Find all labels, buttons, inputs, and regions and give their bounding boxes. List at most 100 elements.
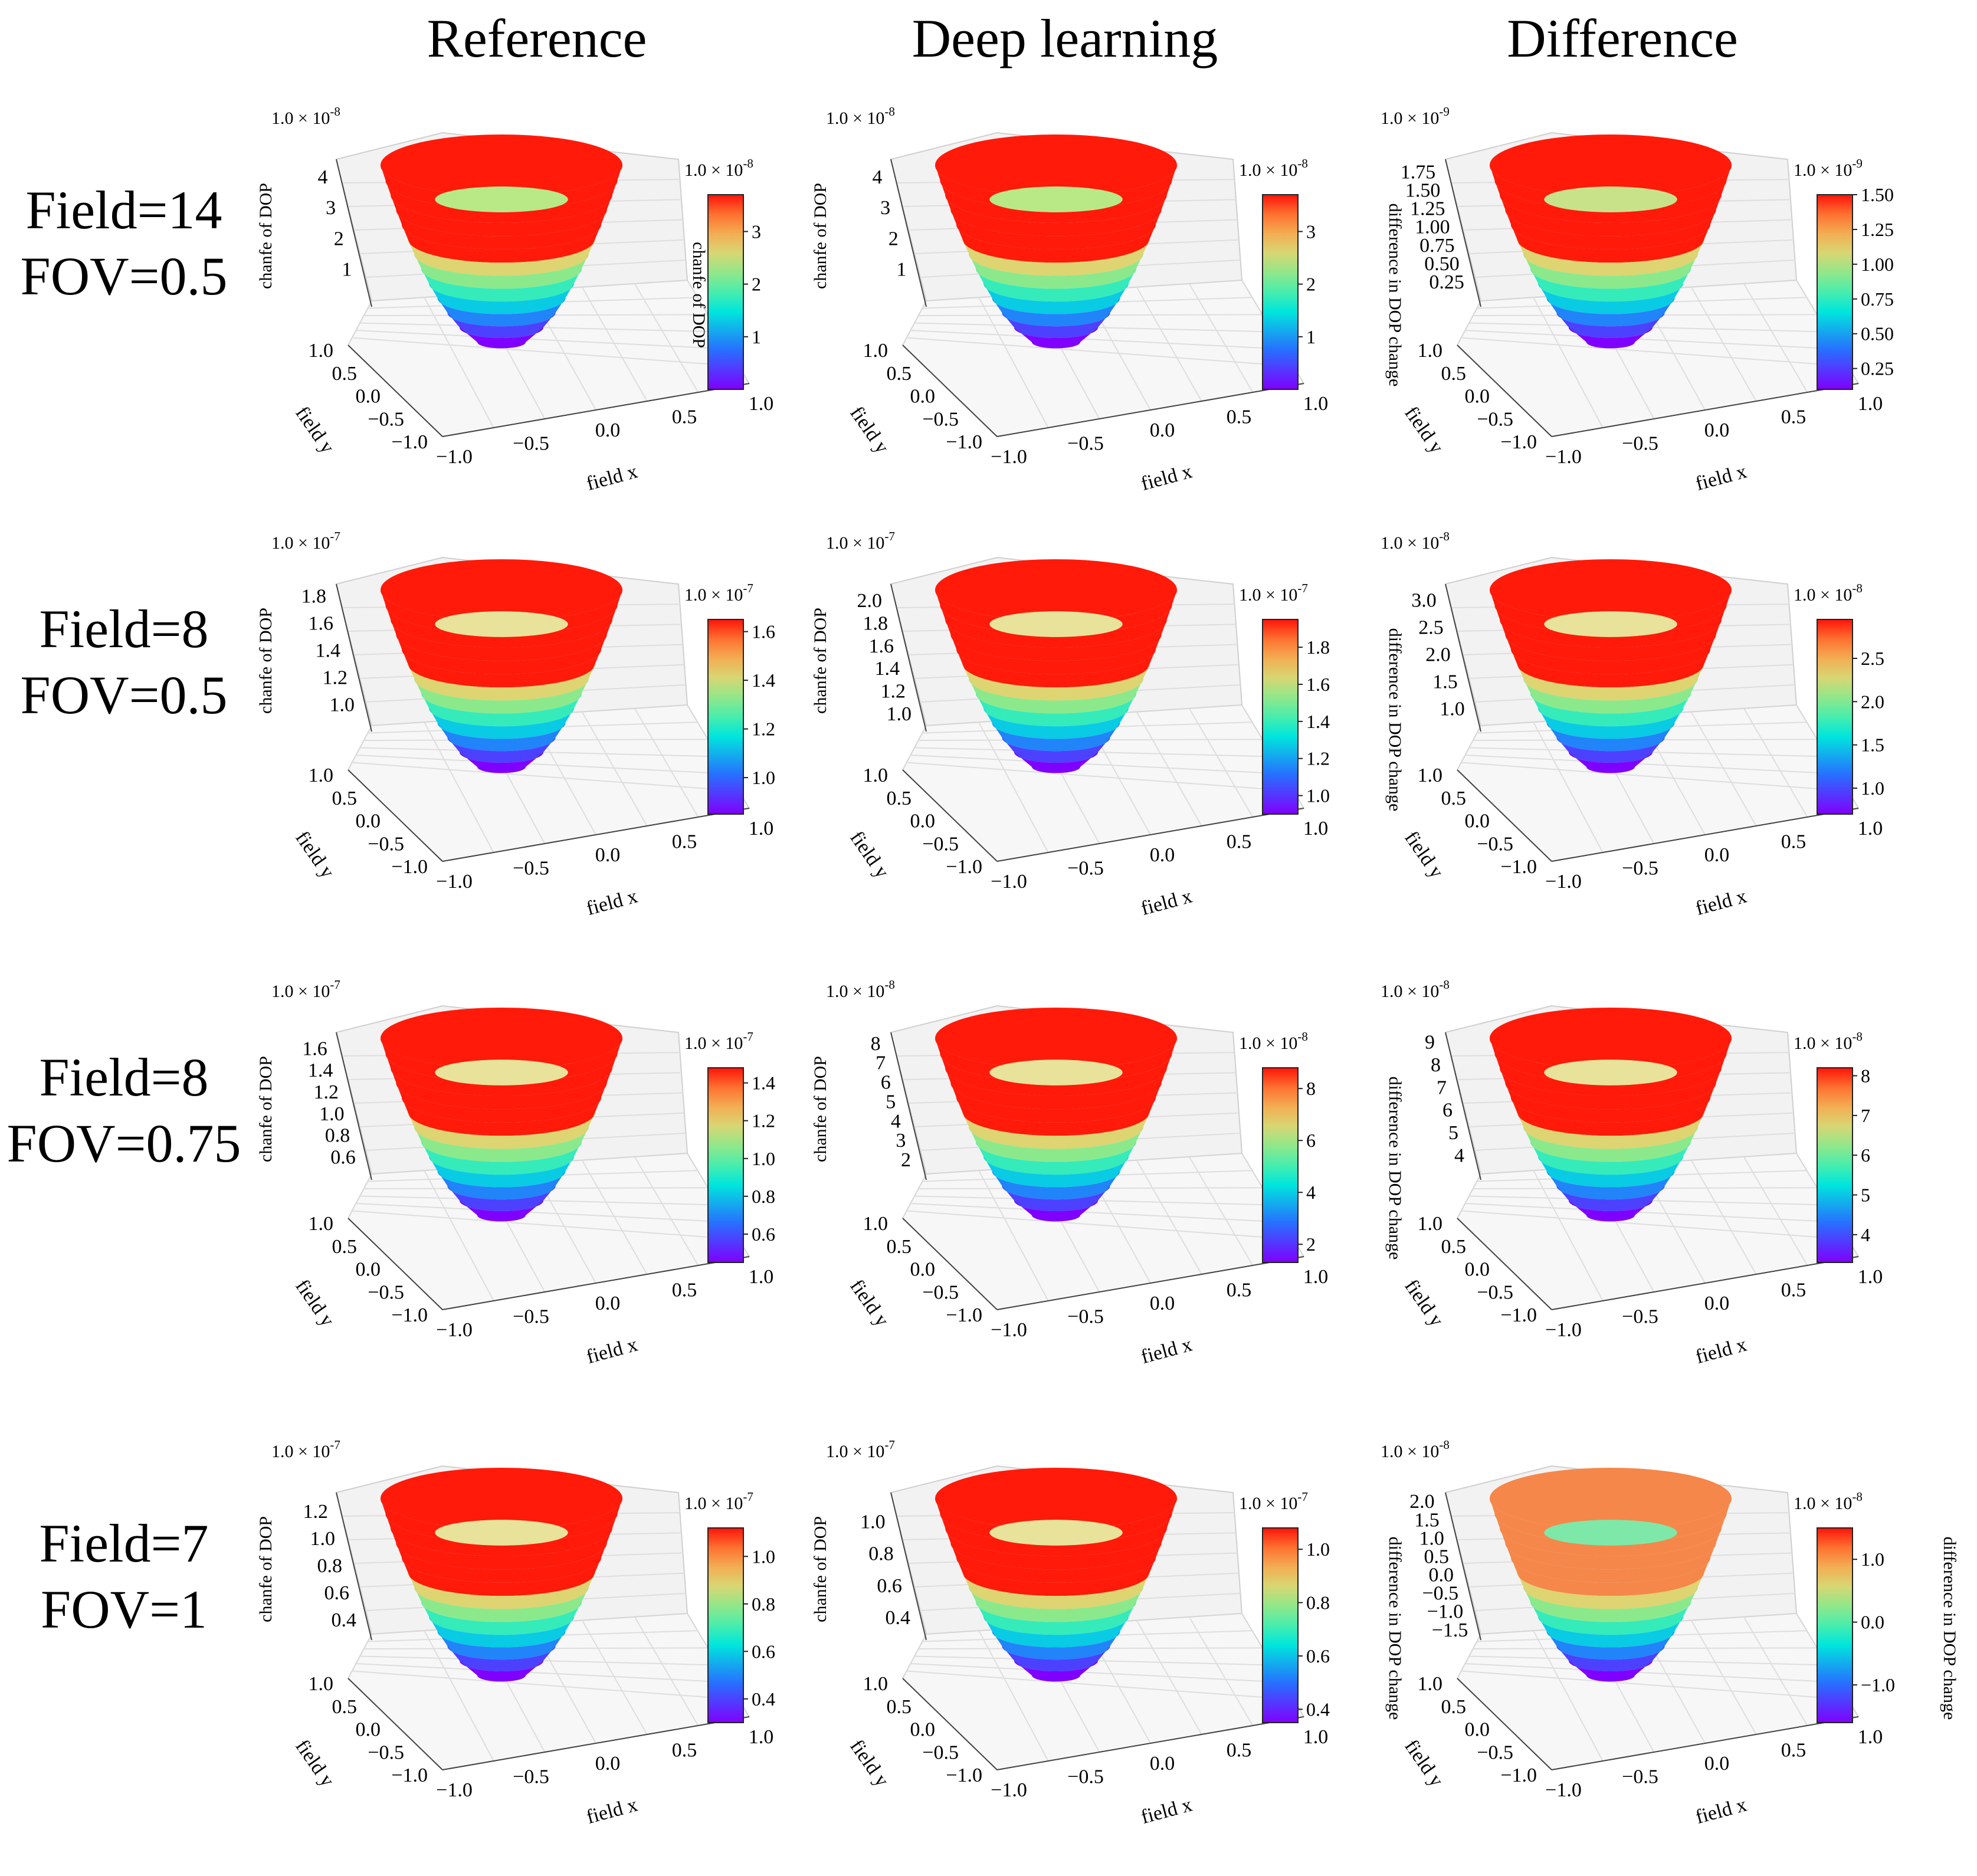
colorbar bbox=[707, 1527, 744, 1723]
surface-band bbox=[408, 1572, 595, 1609]
z-tick-label: 0.8 bbox=[317, 1555, 343, 1577]
x-tick-label: 0.5 bbox=[672, 1280, 697, 1301]
grid-line bbox=[1188, 283, 1254, 393]
z-tick-label: 0.8 bbox=[868, 1543, 894, 1565]
surface-band bbox=[1538, 708, 1683, 739]
colorbar-tick-label: 0.6 bbox=[752, 1224, 775, 1245]
y-tick-label: −0.5 bbox=[922, 408, 959, 430]
colorbar bbox=[1262, 1527, 1299, 1723]
surface-band bbox=[940, 180, 1172, 223]
chart-panel: 1.0 × 10-8 8 7 6 5 4 3 2 chanfe of DOP 1.0 0.5 0.0−… bbox=[811, 978, 1405, 1416]
grid-line bbox=[906, 337, 1294, 367]
colorbar-tick-label: −1.0 bbox=[1861, 1674, 1895, 1695]
row-label-field: Field=7 bbox=[39, 1513, 209, 1573]
rim-back bbox=[381, 559, 622, 621]
z-tick-label: 0.6 bbox=[330, 1146, 356, 1168]
y-tick-label: −1.0 bbox=[1500, 856, 1537, 878]
colorbar-label: difference in DOP change bbox=[1385, 204, 1405, 387]
axis-scale-label: 1.0 × 10-8 bbox=[826, 104, 895, 128]
y-tick-label: −1.0 bbox=[1500, 1765, 1537, 1786]
y-tick-label: 1.0 bbox=[863, 1673, 888, 1695]
surface-band bbox=[1510, 649, 1711, 688]
x-tick-label: −1.0 bbox=[991, 1779, 1027, 1801]
axis-scale-label: 1.0 × 10-8 bbox=[1381, 1438, 1450, 1461]
y-axis-line bbox=[1457, 345, 1552, 437]
z-tick-label: 2 bbox=[334, 228, 344, 250]
surface-band bbox=[1538, 1616, 1683, 1648]
z-tick-label: 1.0 bbox=[330, 694, 355, 716]
rim-back bbox=[381, 1008, 622, 1069]
z-axis-label: chanfe of DOP bbox=[256, 183, 276, 289]
x-axis-line bbox=[1551, 1716, 1859, 1770]
z-tick-label: 3 bbox=[896, 1130, 906, 1152]
surface-band bbox=[1494, 1513, 1727, 1556]
chart-panel: 1.0 × 10-8 9 8 7 6 5 4 1.0 0.5 0.0 −0.5 −1.0 field y… bbox=[1369, 978, 1959, 1416]
z-tick-label: 1.4 bbox=[308, 1060, 333, 1081]
y-tick-label: −1.0 bbox=[391, 1765, 428, 1786]
y-tick-label: −0.5 bbox=[922, 833, 959, 855]
surface-band bbox=[385, 605, 618, 648]
grid-line bbox=[352, 1670, 739, 1700]
z-tick-label: 0.25 bbox=[1429, 271, 1464, 293]
surface-band bbox=[983, 708, 1129, 739]
x-tick-label: 1.0 bbox=[1303, 393, 1329, 415]
surface-band bbox=[421, 1142, 582, 1175]
z-tick-label: 1.5 bbox=[1432, 671, 1458, 693]
y-tick-label: −1.0 bbox=[1500, 431, 1537, 453]
x-tick-label: −1.0 bbox=[1545, 1319, 1582, 1341]
surface-band bbox=[1568, 1201, 1653, 1222]
surface-band bbox=[1530, 1602, 1691, 1635]
x-tick-label: 1.0 bbox=[749, 1726, 774, 1748]
z-tick-label: 0.6 bbox=[877, 1575, 902, 1597]
z-tick-label: 4 bbox=[317, 166, 327, 188]
y-axis-line bbox=[347, 1218, 443, 1310]
x-tick-label: −1.0 bbox=[991, 871, 1027, 893]
colorbar-tick-label: 0.6 bbox=[752, 1641, 775, 1662]
inner-surface bbox=[989, 611, 1123, 637]
surface-band bbox=[1538, 1156, 1683, 1188]
colorbar-tick-label: 1.0 bbox=[752, 1546, 775, 1567]
chart-panel: 1.0 × 10-8 2.0 1.5 1.0 0.5 0.0 −0.5 −1.0 −1.5 1.0… bbox=[1369, 1438, 1959, 1876]
surface-band bbox=[1505, 1083, 1716, 1123]
colorbar-tick-label: 0.8 bbox=[752, 1186, 775, 1207]
x-axis-label: field x bbox=[1693, 1794, 1749, 1828]
x-tick-label: 1.0 bbox=[749, 818, 774, 839]
z-tick-label: 4 bbox=[872, 166, 882, 188]
surface-band bbox=[385, 1513, 618, 1556]
z-axis-line bbox=[890, 1492, 927, 1641]
grid-line bbox=[1690, 287, 1757, 402]
surface-band bbox=[421, 1602, 582, 1635]
z-tick-label: 0.4 bbox=[332, 1609, 357, 1631]
surface-band bbox=[956, 1097, 1156, 1136]
grid-line bbox=[1743, 708, 1808, 818]
surface-band bbox=[459, 1201, 544, 1222]
y-axis-line bbox=[902, 1678, 998, 1770]
axis-scale-label: 1.0 × 10-8 bbox=[271, 104, 340, 128]
x-axis-line bbox=[1551, 1256, 1859, 1310]
grid-line bbox=[1690, 1620, 1757, 1735]
surface-band bbox=[969, 678, 1143, 714]
rim-back bbox=[381, 135, 622, 196]
z-tick-label: 1.0 bbox=[860, 1511, 886, 1533]
row-label-3: Field=8 FOV=0.75 bbox=[0, 1044, 248, 1176]
colorbar-tick-label: 1.0 bbox=[1306, 1539, 1330, 1560]
z-tick-label: 2.5 bbox=[1418, 616, 1444, 638]
x-tick-label: 0.5 bbox=[672, 406, 697, 428]
colorbar-tick-label: 0.4 bbox=[1306, 1698, 1330, 1720]
y-tick-label: 0.5 bbox=[887, 1236, 912, 1258]
y-tick-label: 1.0 bbox=[1418, 340, 1443, 362]
z-tick-label: 8 bbox=[871, 1033, 881, 1055]
y-tick-label: −1.0 bbox=[391, 431, 428, 453]
rim-back bbox=[381, 1468, 622, 1529]
grid-line bbox=[1188, 1616, 1254, 1726]
surface-band bbox=[962, 239, 1150, 276]
x-tick-label: 1.0 bbox=[1303, 818, 1329, 839]
colorbar-scale-label: 1.0 × 10-8 bbox=[1794, 581, 1863, 605]
y-tick-label: 1.0 bbox=[863, 340, 888, 362]
y-axis-line bbox=[902, 1218, 998, 1310]
x-tick-label: 0.5 bbox=[1227, 1280, 1252, 1301]
grid-line bbox=[1461, 762, 1848, 792]
surface-band bbox=[401, 1557, 602, 1596]
grid-line bbox=[352, 337, 739, 367]
